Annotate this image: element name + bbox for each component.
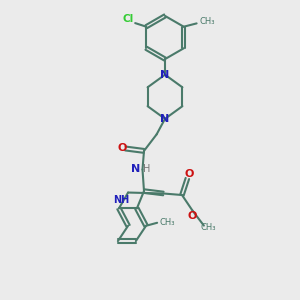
Text: N: N: [131, 164, 140, 175]
Text: CH₃: CH₃: [160, 218, 176, 227]
Text: O: O: [184, 169, 194, 179]
Text: H: H: [143, 164, 151, 174]
Text: N: N: [160, 114, 169, 124]
Text: O: O: [117, 143, 127, 153]
Text: Cl: Cl: [123, 14, 134, 24]
Text: NH: NH: [113, 195, 130, 205]
Text: CH₃: CH₃: [201, 224, 216, 232]
Text: O: O: [188, 211, 197, 221]
Text: CH₃: CH₃: [199, 17, 214, 26]
Text: N: N: [160, 70, 169, 80]
